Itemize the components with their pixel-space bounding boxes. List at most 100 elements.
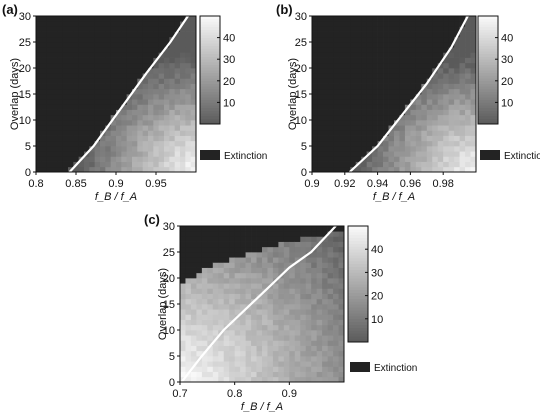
- heatmap-cell: [355, 104, 362, 110]
- heatmap-cell: [245, 226, 252, 232]
- heatmap-cell: [272, 319, 279, 326]
- heatmap-cell: [327, 246, 334, 253]
- heatmap-cell: [251, 304, 257, 310]
- heatmap-cell: [180, 57, 186, 64]
- heatmap-cell: [415, 47, 422, 53]
- heatmap-cell: [372, 140, 378, 147]
- heatmap-cell: [89, 130, 96, 136]
- heatmap-cell: [344, 16, 351, 22]
- heatmap-cell: [207, 241, 214, 248]
- colorbar-step: [200, 83, 220, 87]
- heatmap-cell: [333, 120, 340, 126]
- heatmap-cell: [355, 94, 362, 100]
- heatmap-cell: [404, 68, 411, 74]
- heatmap-cell: [126, 52, 133, 58]
- heatmap-cell: [350, 135, 357, 142]
- heatmap-cell: [316, 314, 323, 320]
- heatmap-cell: [377, 161, 384, 168]
- heatmap-cell: [137, 151, 144, 157]
- heatmap-cell: [361, 151, 368, 157]
- heatmap-cell: [305, 298, 312, 305]
- heatmap-cell: [383, 135, 389, 142]
- heatmap-cell: [283, 366, 290, 372]
- heatmap-cell: [361, 114, 368, 121]
- heatmap-cell: [267, 361, 274, 367]
- heatmap-cell: [383, 88, 389, 95]
- heatmap-cell: [404, 146, 411, 152]
- heatmap-cell: [465, 140, 471, 147]
- heatmap-cell: [415, 166, 422, 173]
- heatmap-cell: [132, 83, 138, 90]
- heatmap-cell: [142, 135, 149, 142]
- heatmap-cell: [289, 366, 296, 372]
- heatmap-cell: [470, 42, 477, 48]
- heatmap-cell: [201, 345, 208, 352]
- heatmap-cell: [448, 16, 455, 22]
- heatmap-cell: [185, 262, 192, 268]
- heatmap-cell: [421, 62, 428, 69]
- colorbar-step: [348, 275, 368, 279]
- heatmap-cell: [84, 166, 90, 173]
- heatmap-cell: [278, 257, 285, 263]
- heatmap-cell: [185, 130, 192, 136]
- heatmap-cell: [283, 252, 290, 258]
- heatmap-cell: [36, 109, 42, 116]
- heatmap-cell: [377, 26, 384, 32]
- heatmap-cell: [333, 330, 339, 336]
- heatmap-cell: [312, 31, 318, 38]
- heatmap-cell: [300, 324, 307, 331]
- x-tick-label: 0.9: [304, 178, 319, 190]
- heatmap-cell: [448, 125, 455, 131]
- heatmap-cell: [426, 166, 433, 173]
- heatmap-cell: [283, 241, 290, 248]
- heatmap-cell: [158, 26, 165, 32]
- heatmap-cell: [142, 114, 149, 121]
- heatmap-cell: [404, 161, 411, 168]
- heatmap-cell: [350, 73, 357, 79]
- heatmap-cell: [57, 156, 64, 162]
- heatmap-cell: [196, 340, 203, 346]
- heatmap-cell: [73, 94, 80, 100]
- heatmap-cell: [207, 298, 214, 305]
- heatmap-cell: [328, 21, 335, 27]
- heatmap-cell: [223, 236, 230, 242]
- heatmap-cell: [421, 99, 428, 105]
- heatmap-cell: [36, 62, 42, 69]
- heatmap-cell: [294, 283, 301, 289]
- heatmap-cell: [164, 21, 170, 27]
- heatmap-cell: [278, 361, 285, 367]
- heatmap-cell: [201, 252, 208, 258]
- heatmap-cell: [366, 47, 373, 53]
- heatmap-cell: [470, 125, 477, 131]
- heatmap-cell: [361, 57, 368, 64]
- heatmap-cell: [372, 47, 378, 53]
- heatmap-cell: [126, 21, 133, 27]
- colorbar-tick-label: 20: [371, 291, 383, 303]
- colorbar-step: [478, 102, 498, 106]
- heatmap-cell: [322, 16, 329, 22]
- heatmap-cell: [89, 21, 96, 27]
- heatmap-cell: [383, 57, 389, 64]
- heatmap-cell: [46, 151, 53, 157]
- heatmap-cell: [121, 156, 128, 162]
- heatmap-cell: [110, 140, 117, 147]
- colorbar-step: [200, 21, 220, 25]
- heatmap-cell: [240, 236, 246, 242]
- heatmap-cell: [153, 104, 160, 110]
- heatmap-cell: [148, 57, 154, 64]
- heatmap-cell: [312, 151, 318, 157]
- heatmap-cell: [410, 68, 417, 74]
- heatmap-cell: [383, 42, 389, 48]
- heatmap-cell: [377, 135, 384, 142]
- heatmap-cell: [388, 161, 395, 168]
- colorbar-step: [348, 272, 368, 276]
- heatmap-cell: [218, 324, 225, 331]
- heatmap-cell: [84, 130, 90, 136]
- colorbar-step: [200, 94, 220, 98]
- heatmap-cell: [366, 68, 373, 74]
- heatmap-cell: [212, 267, 219, 274]
- heatmap-cell: [142, 31, 149, 38]
- heatmap-cell: [196, 278, 203, 284]
- heatmap-cell: [256, 330, 263, 336]
- heatmap-cell: [121, 125, 128, 131]
